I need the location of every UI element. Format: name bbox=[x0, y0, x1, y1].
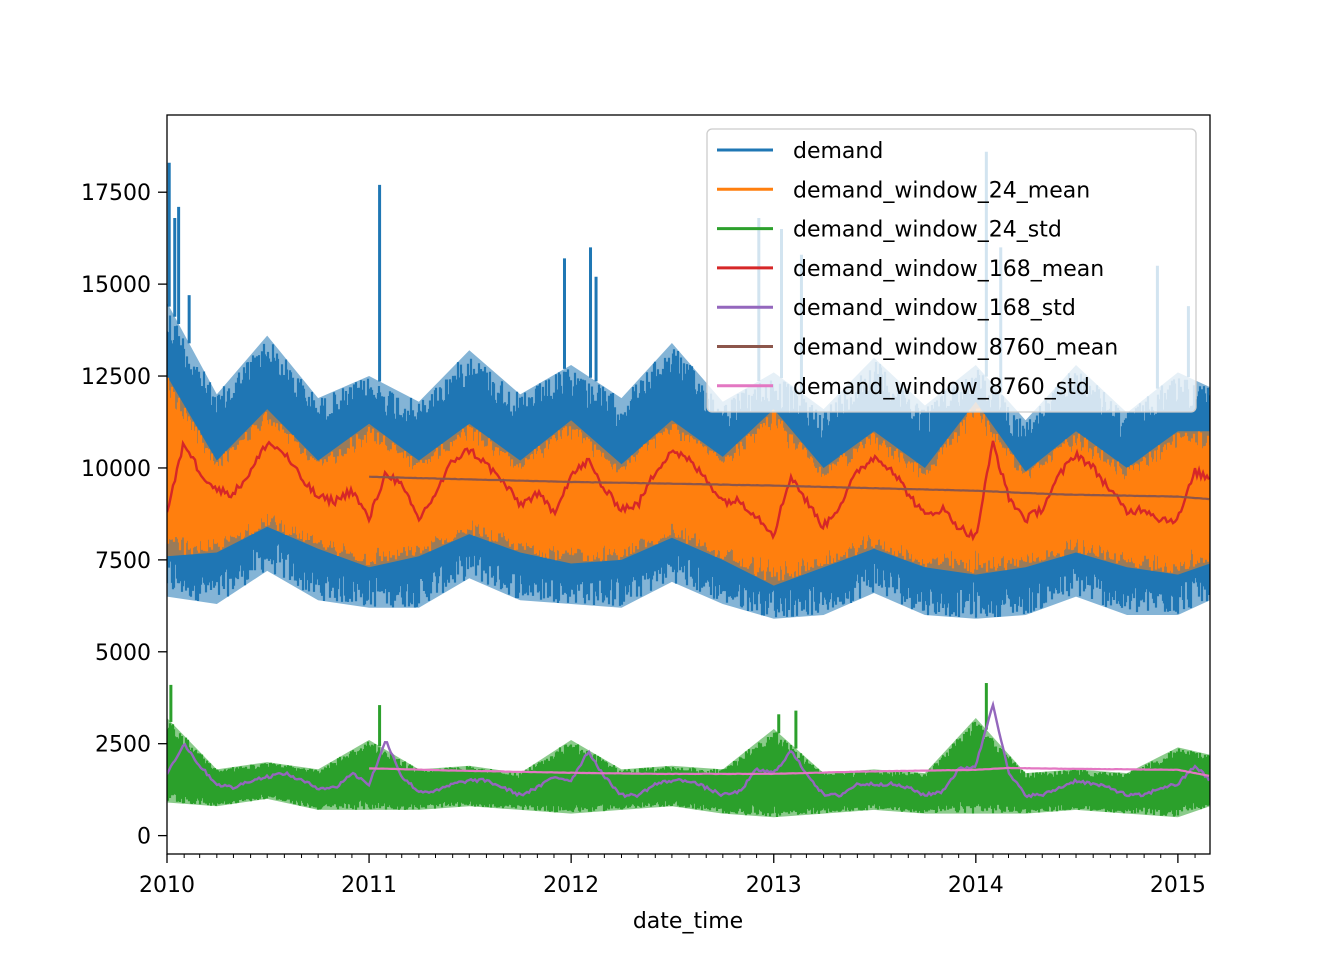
series-demand-window-8760-std bbox=[369, 766, 1210, 777]
series-line-demand-window-168-mean bbox=[167, 439, 1210, 542]
series-line-demand-window-168-std bbox=[167, 700, 1210, 799]
y-axis: 0 2500 5000 7500 10000 12500 15000 17500 bbox=[81, 181, 167, 850]
series-line-demand-window-8760-std bbox=[369, 766, 1210, 777]
y-tick-label-0: 0 bbox=[137, 825, 151, 850]
series-line-demand-window-8760-mean bbox=[369, 475, 1210, 501]
legend-item-demand-window-24-std: demand_window_24_std bbox=[717, 218, 1062, 243]
x-tick-label-2013: 2013 bbox=[746, 873, 802, 898]
y-tick-label-5000: 5000 bbox=[95, 641, 151, 666]
series-demand-window-168-std bbox=[167, 700, 1210, 799]
legend-label: demand_window_24_mean bbox=[793, 178, 1090, 203]
legend: demand demand_window_24_mean demand_window… bbox=[706, 128, 1197, 413]
y-tick-label-2500: 2500 bbox=[95, 733, 151, 758]
legend-label: demand_window_24_std bbox=[793, 218, 1062, 243]
legend-item-demand-window-168-mean: demand_window_168_mean bbox=[717, 257, 1104, 282]
legend-item-demand: demand bbox=[717, 139, 883, 164]
legend-label: demand_window_168_mean bbox=[793, 257, 1104, 282]
legend-item-demand-window-24-mean: demand_window_24_mean bbox=[717, 178, 1090, 203]
x-axis-label: date_time bbox=[633, 909, 743, 934]
series-demand-window-168-mean bbox=[167, 439, 1210, 542]
y-tick-label-17500: 17500 bbox=[81, 181, 151, 206]
x-axis: 2010 2011 2012 2013 2014 2015 bbox=[139, 854, 1206, 898]
legend-item-demand-window-8760-std: demand_window_8760_std bbox=[717, 375, 1090, 400]
plot-frame bbox=[166, 114, 1211, 855]
legend-label: demand_window_168_std bbox=[793, 296, 1076, 321]
legend-item-demand-window-168-std: demand_window_168_std bbox=[717, 296, 1076, 321]
legend-label: demand_window_8760_std bbox=[793, 375, 1090, 400]
y-tick-label-15000: 15000 bbox=[81, 273, 151, 298]
series-demand-window-24-mean bbox=[167, 376, 1210, 586]
y-tick-label-7500: 7500 bbox=[95, 549, 151, 574]
x-tick-label-2014: 2014 bbox=[948, 873, 1004, 898]
y-tick-label-12500: 12500 bbox=[81, 365, 151, 390]
x-tick-label-2012: 2012 bbox=[543, 873, 599, 898]
x-tick-label-2010: 2010 bbox=[139, 873, 195, 898]
x-tick-label-2011: 2011 bbox=[341, 873, 397, 898]
legend-label: demand bbox=[793, 139, 883, 164]
y-tick-label-10000: 10000 bbox=[81, 457, 151, 482]
series-demand-window-8760-mean bbox=[369, 475, 1210, 501]
legend-box bbox=[706, 128, 1197, 413]
series-envelope-demand-window-24-mean bbox=[167, 376, 1210, 586]
legend-item-demand-window-8760-mean: demand_window_8760_mean bbox=[717, 336, 1118, 361]
legend-label: demand_window_8760_mean bbox=[793, 336, 1118, 361]
x-tick-label-2015: 2015 bbox=[1150, 873, 1206, 898]
series-demand-window-24-std bbox=[167, 683, 1210, 818]
